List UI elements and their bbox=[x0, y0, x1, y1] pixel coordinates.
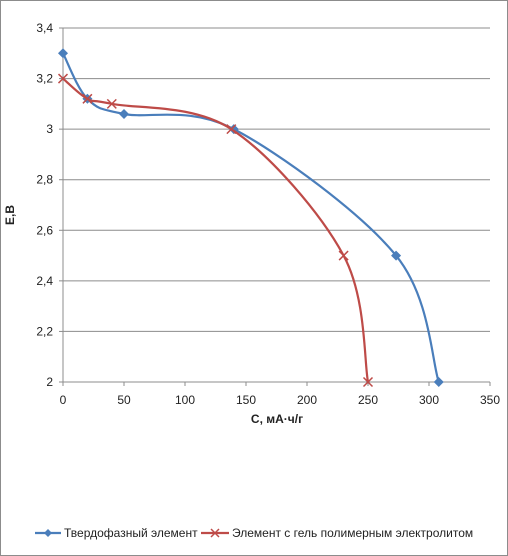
legend-entry-series-2: Элемент с гель полимерным электролитом bbox=[201, 526, 473, 540]
x-tick-label: 0 bbox=[60, 393, 67, 407]
y-tick-label: 2,6 bbox=[36, 223, 53, 237]
x-axis-title: С, мА·ч/г bbox=[251, 412, 303, 426]
data-point-diamond bbox=[434, 377, 444, 387]
y-tick-label: 3,4 bbox=[36, 21, 53, 35]
data-point-x bbox=[339, 251, 348, 260]
y-axis-title: E,B bbox=[3, 205, 17, 225]
data-point-diamond bbox=[58, 48, 68, 58]
legend-entry-series-1: Твердофазный элемент bbox=[35, 526, 198, 540]
y-tick-label: 2,4 bbox=[36, 274, 53, 288]
y-tick-label: 2,8 bbox=[36, 173, 53, 187]
x-tick-label: 50 bbox=[117, 393, 131, 407]
axes bbox=[59, 28, 490, 386]
legend: Твердофазный элемент Элемент с гель поли… bbox=[35, 526, 473, 540]
x-tick-labels: 0 50 100 150 200 250 300 350 bbox=[60, 393, 501, 407]
legend-label-series-1: Твердофазный элемент bbox=[64, 526, 198, 540]
y-tick-labels: 2 2,2 2,4 2,6 2,8 3 3,2 3,4 bbox=[36, 21, 53, 389]
y-tick-label: 2 bbox=[46, 375, 53, 389]
x-tick-label: 100 bbox=[175, 393, 195, 407]
legend-label-series-2: Элемент с гель полимерным электролитом bbox=[232, 526, 473, 540]
y-tick-label: 3 bbox=[46, 122, 53, 136]
series-1-line bbox=[63, 53, 439, 382]
plot-area-series bbox=[58, 48, 444, 387]
legend-marker-diamond bbox=[44, 529, 52, 537]
data-point-diamond bbox=[119, 109, 129, 119]
y-tick-label: 3,2 bbox=[36, 72, 53, 86]
y-tick-label: 2,2 bbox=[36, 324, 53, 338]
grid-lines bbox=[63, 28, 490, 331]
x-tick-label: 300 bbox=[419, 393, 439, 407]
x-tick-label: 150 bbox=[236, 393, 256, 407]
x-tick-label: 200 bbox=[297, 393, 317, 407]
x-tick-label: 250 bbox=[358, 393, 378, 407]
x-tick-label: 350 bbox=[480, 393, 500, 407]
